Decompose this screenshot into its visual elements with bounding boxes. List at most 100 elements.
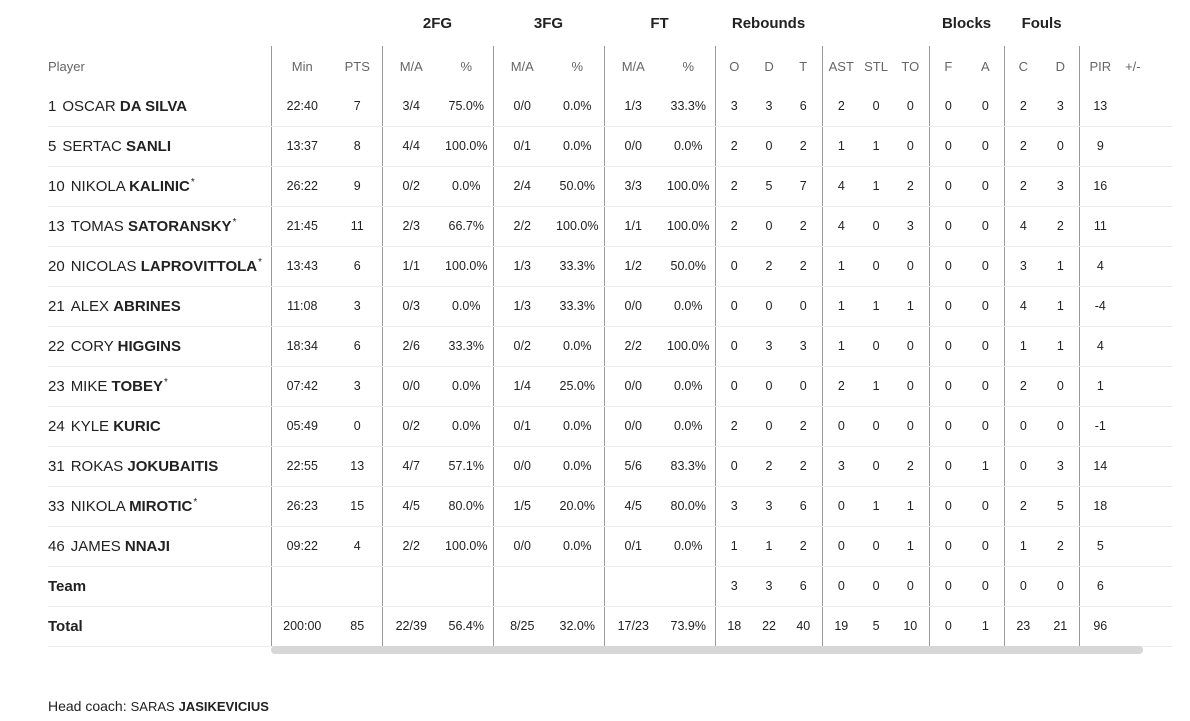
col-reb-t[interactable]: T	[799, 58, 808, 74]
stat-to: 10	[892, 606, 930, 647]
col-ft-ma[interactable]: M/A	[603, 46, 662, 86]
player-cell[interactable]: 10 NIKOLA KALINIC*	[48, 166, 271, 207]
col-to[interactable]: TO	[901, 58, 920, 74]
col-2fg-pct[interactable]: %	[460, 58, 473, 74]
stat-pm	[1121, 246, 1173, 287]
stat-min: 26:22	[270, 166, 333, 207]
stat-ft: 5/6	[603, 446, 662, 487]
stat-fg3-pct: 0.0%	[551, 126, 604, 167]
stat-ast: 2	[821, 86, 861, 127]
stat-fg2-pct: 33.3%	[440, 326, 493, 367]
stat-pm	[1121, 326, 1173, 367]
player-row: 22 CORY HIGGINS 18:34 6 2/6 33.3% 0/2 0.0% 2/2 10…	[48, 326, 1173, 367]
col-ft-pct[interactable]: %	[682, 58, 695, 74]
stat-ft: 1/2	[603, 246, 662, 287]
player-cell[interactable]: 21 ALEX ABRINES	[48, 286, 271, 327]
player-cell[interactable]: 13 TOMAS SATORANSKY*	[48, 206, 271, 247]
stat-reb-t: 6	[785, 566, 823, 607]
stat-ft: 0/0	[603, 286, 662, 327]
player-number: 33	[48, 498, 65, 515]
stat-pts: 13	[333, 446, 382, 487]
stat-ft	[603, 566, 662, 607]
stat-blk-f: 0	[928, 406, 968, 447]
player-last-name: ABRINES	[113, 298, 181, 315]
stat-blk-a: 0	[967, 126, 1005, 167]
col-reb-o[interactable]: O	[714, 46, 754, 86]
stat-fg3: 0/0	[492, 526, 551, 567]
stat-reb-o: 3	[714, 566, 754, 607]
player-cell[interactable]: 22 CORY HIGGINS	[48, 326, 271, 367]
stat-foul-c: 1	[1003, 526, 1043, 567]
col-min[interactable]: Min	[270, 46, 333, 86]
player-cell[interactable]: 1 OSCAR DA SILVA	[48, 86, 271, 127]
stat-stl: 0	[860, 326, 893, 367]
stat-foul-c: 4	[1003, 286, 1043, 327]
stat-pts: 11	[333, 206, 382, 247]
stat-fg3-pct: 20.0%	[551, 486, 604, 527]
player-cell[interactable]: 33 NIKOLA MIROTIC*	[48, 486, 271, 527]
col-foul-c[interactable]: C	[1003, 46, 1043, 86]
group-ft: FT	[650, 14, 669, 32]
col-3fg-pct[interactable]: %	[571, 58, 584, 74]
player-cell[interactable]: 20 NICOLAS LAPROVITTOLA*	[48, 246, 271, 287]
stat-pm	[1121, 566, 1173, 607]
col-reb-d[interactable]: D	[764, 58, 774, 74]
player-cell[interactable]: 31 ROKAS JOKUBAITIS	[48, 446, 271, 487]
player-number: 31	[48, 458, 65, 475]
stat-blk-a: 0	[967, 206, 1005, 247]
stat-pts: 4	[333, 526, 382, 567]
player-first-name: KYLE	[70, 418, 110, 435]
player-cell[interactable]: 46 JAMES NNAJI	[48, 526, 271, 567]
player-cell[interactable]: 24 KYLE KURIC	[48, 406, 271, 447]
player-first-name: ROKAS	[70, 458, 124, 475]
group-3fg: 3FG	[533, 14, 564, 32]
boxscore: 2FG 3FG FT Rebounds Blocks Fouls Player …	[48, 0, 1173, 647]
stat-to: 1	[892, 486, 930, 527]
stat-reb-t: 0	[785, 366, 823, 407]
col-foul-d[interactable]: D	[1055, 58, 1065, 74]
starter-mark: *	[193, 497, 198, 508]
stat-reb-o: 0	[714, 286, 754, 327]
stat-fg2-pct	[440, 566, 493, 607]
stat-foul-d: 1	[1042, 246, 1080, 287]
col-player[interactable]: Player	[48, 58, 85, 74]
player-cell[interactable]: 5 SERTAC SANLI	[48, 126, 271, 167]
stat-pir: 4	[1078, 326, 1122, 367]
player-last-name: LAPROVITTOLA	[140, 258, 258, 275]
col-pir[interactable]: PIR	[1078, 46, 1122, 86]
stat-fg2-pct: 0.0%	[440, 166, 493, 207]
stat-reb-t: 6	[785, 486, 823, 527]
col-plus-minus[interactable]: +/-	[1125, 58, 1141, 74]
stat-reb-d: 2	[753, 246, 786, 287]
col-blk-a[interactable]: A	[980, 58, 990, 74]
player-cell[interactable]: 23 MIKE TOBEY*	[48, 366, 271, 407]
col-blk-f[interactable]: F	[928, 46, 968, 86]
stat-fg2: 4/7	[381, 446, 440, 487]
player-row: 46 JAMES NNAJI 09:22 4 2/2 100.0% 0/0 0.0% 0/1 0.…	[48, 526, 1173, 567]
col-ast[interactable]: AST	[821, 46, 861, 86]
stat-to: 3	[892, 206, 930, 247]
stat-pir: 16	[1078, 166, 1122, 207]
stat-to: 0	[892, 126, 930, 167]
stat-reb-t: 3	[785, 326, 823, 367]
stat-min: 200:00	[270, 606, 333, 647]
player-row: 31 ROKAS JOKUBAITIS 22:55 13 4/7 57.1% 0/0 0.0%…	[48, 446, 1173, 487]
stat-pts: 3	[333, 366, 382, 407]
stat-fg3: 0/0	[492, 86, 551, 127]
stat-to: 0	[892, 326, 930, 367]
col-stl[interactable]: STL	[864, 58, 888, 74]
horizontal-scrollbar[interactable]	[271, 646, 1143, 654]
col-3fg-ma[interactable]: M/A	[492, 46, 551, 86]
stat-fg3-pct: 33.3%	[551, 286, 604, 327]
stat-ft-pct: 0.0%	[662, 366, 716, 407]
stat-min: 13:37	[270, 126, 333, 167]
col-2fg-ma[interactable]: M/A	[381, 46, 440, 86]
stat-min: 09:22	[270, 526, 333, 567]
player-number: 5	[48, 138, 57, 155]
stat-reb-d: 0	[753, 206, 786, 247]
col-pts[interactable]: PTS	[344, 58, 370, 74]
stat-fg2-pct: 56.4%	[440, 606, 493, 647]
stat-pts: 3	[333, 286, 382, 327]
stat-pts: 0	[333, 406, 382, 447]
stat-fg3-pct: 0.0%	[551, 526, 604, 567]
